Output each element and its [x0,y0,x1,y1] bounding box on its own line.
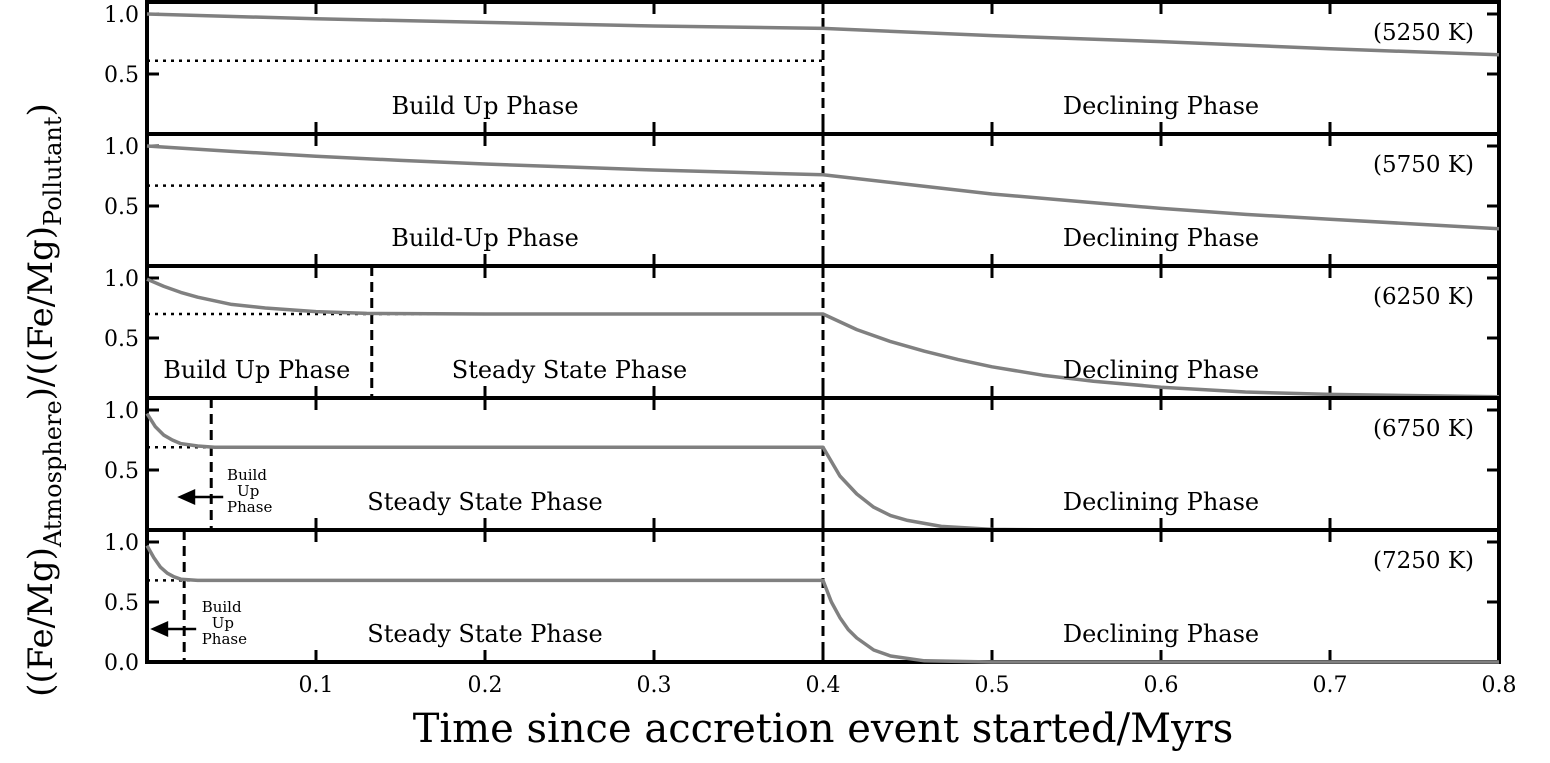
build-up-small-label: Up [237,482,259,500]
series-line [146,12,1500,57]
temperature-label: (6750 K) [1373,416,1474,442]
build-up-small-label: Phase [227,498,272,516]
phase-label: Declining Phase [1063,224,1259,252]
panel-4: 0.5 1.0 (6750 K) Steady State Phase Declinin… [104,396,1501,532]
y-tick-label: 0.5 [104,591,139,616]
y-tick-label: 1.0 [104,531,139,556]
y-tick-label: 0.5 [104,63,139,88]
temperature-label: (7250 K) [1373,548,1474,574]
build-up-small-label: Up [212,614,234,632]
x-axis-ticks: 0.1 0.2 0.3 0.4 0.5 0.6 0.7 0.8 [299,673,1517,698]
y-tick-label: 1.0 [104,399,139,424]
y-tick-label: 0.5 [104,459,139,484]
y-tick-label: 0.5 [104,195,139,220]
build-up-arrow-head [150,621,169,637]
phase-label: Build Up Phase [163,356,350,384]
phase-label: Declining Phase [1063,356,1259,384]
y-tick-label: 0.0 [104,651,139,676]
build-up-small-label: Build [227,466,267,484]
x-tick-label: 0.7 [1313,673,1348,698]
phase-label: Build Up Phase [391,92,578,120]
series-line [145,412,1499,532]
build-up-arrow-head [177,489,196,505]
series-line [146,277,1500,399]
phase-label: Steady State Phase [367,620,602,648]
phase-label: Declining Phase [1063,620,1259,648]
temperature-label: (6250 K) [1373,284,1474,310]
phase-label: Steady State Phase [367,488,602,516]
series-line [145,544,1499,664]
panel-1: 0.5 1.0 (5250 K) Build Up Phase Declining Ph… [104,0,1501,136]
y-axis-label: ((Fe/Mg)Atmosphere)/((Fe/Mg)Pollutant) [21,103,67,697]
series-line [146,144,1500,231]
phase-label: Declining Phase [1063,92,1259,120]
panel-2: 0.5 1.0 (5750 K) Build-Up Phase Declining Ph… [104,132,1501,268]
chart-panels: 0.5 1.0 (5250 K) Build Up Phase Declining Ph… [104,0,1501,676]
x-tick-label: 0.6 [1144,673,1179,698]
x-tick-label: 0.4 [806,673,841,698]
panel-5: 0.0 0.5 1.0 (7250 K) Steady State Phase Decli… [104,528,1501,676]
temperature-label: (5250 K) [1373,20,1474,46]
y-axis-label-group: ((Fe/Mg)Atmosphere)/((Fe/Mg)Pollutant) [21,103,67,697]
build-up-small-label: Phase [202,630,247,648]
y-tick-label: 1.0 [104,3,139,28]
x-tick-label: 0.2 [468,673,503,698]
x-tick-label: 0.3 [637,673,672,698]
x-tick-label: 0.5 [975,673,1010,698]
phase-label: Declining Phase [1063,488,1259,516]
panel-3: 0.5 1.0 (6250 K) Build Up Phase Steady State… [104,264,1501,400]
x-axis-label: Time since accretion event started/Myrs [413,706,1234,752]
build-up-small-label: Build [202,598,242,616]
temperature-label: (5750 K) [1373,152,1474,178]
phase-label: Build-Up Phase [391,224,579,252]
y-tick-label: 0.5 [104,327,139,352]
phase-label: Steady State Phase [452,356,687,384]
y-tick-label: 1.0 [104,135,139,160]
y-tick-label: 1.0 [104,267,139,292]
x-tick-label: 0.8 [1482,673,1517,698]
x-tick-label: 0.1 [299,673,334,698]
